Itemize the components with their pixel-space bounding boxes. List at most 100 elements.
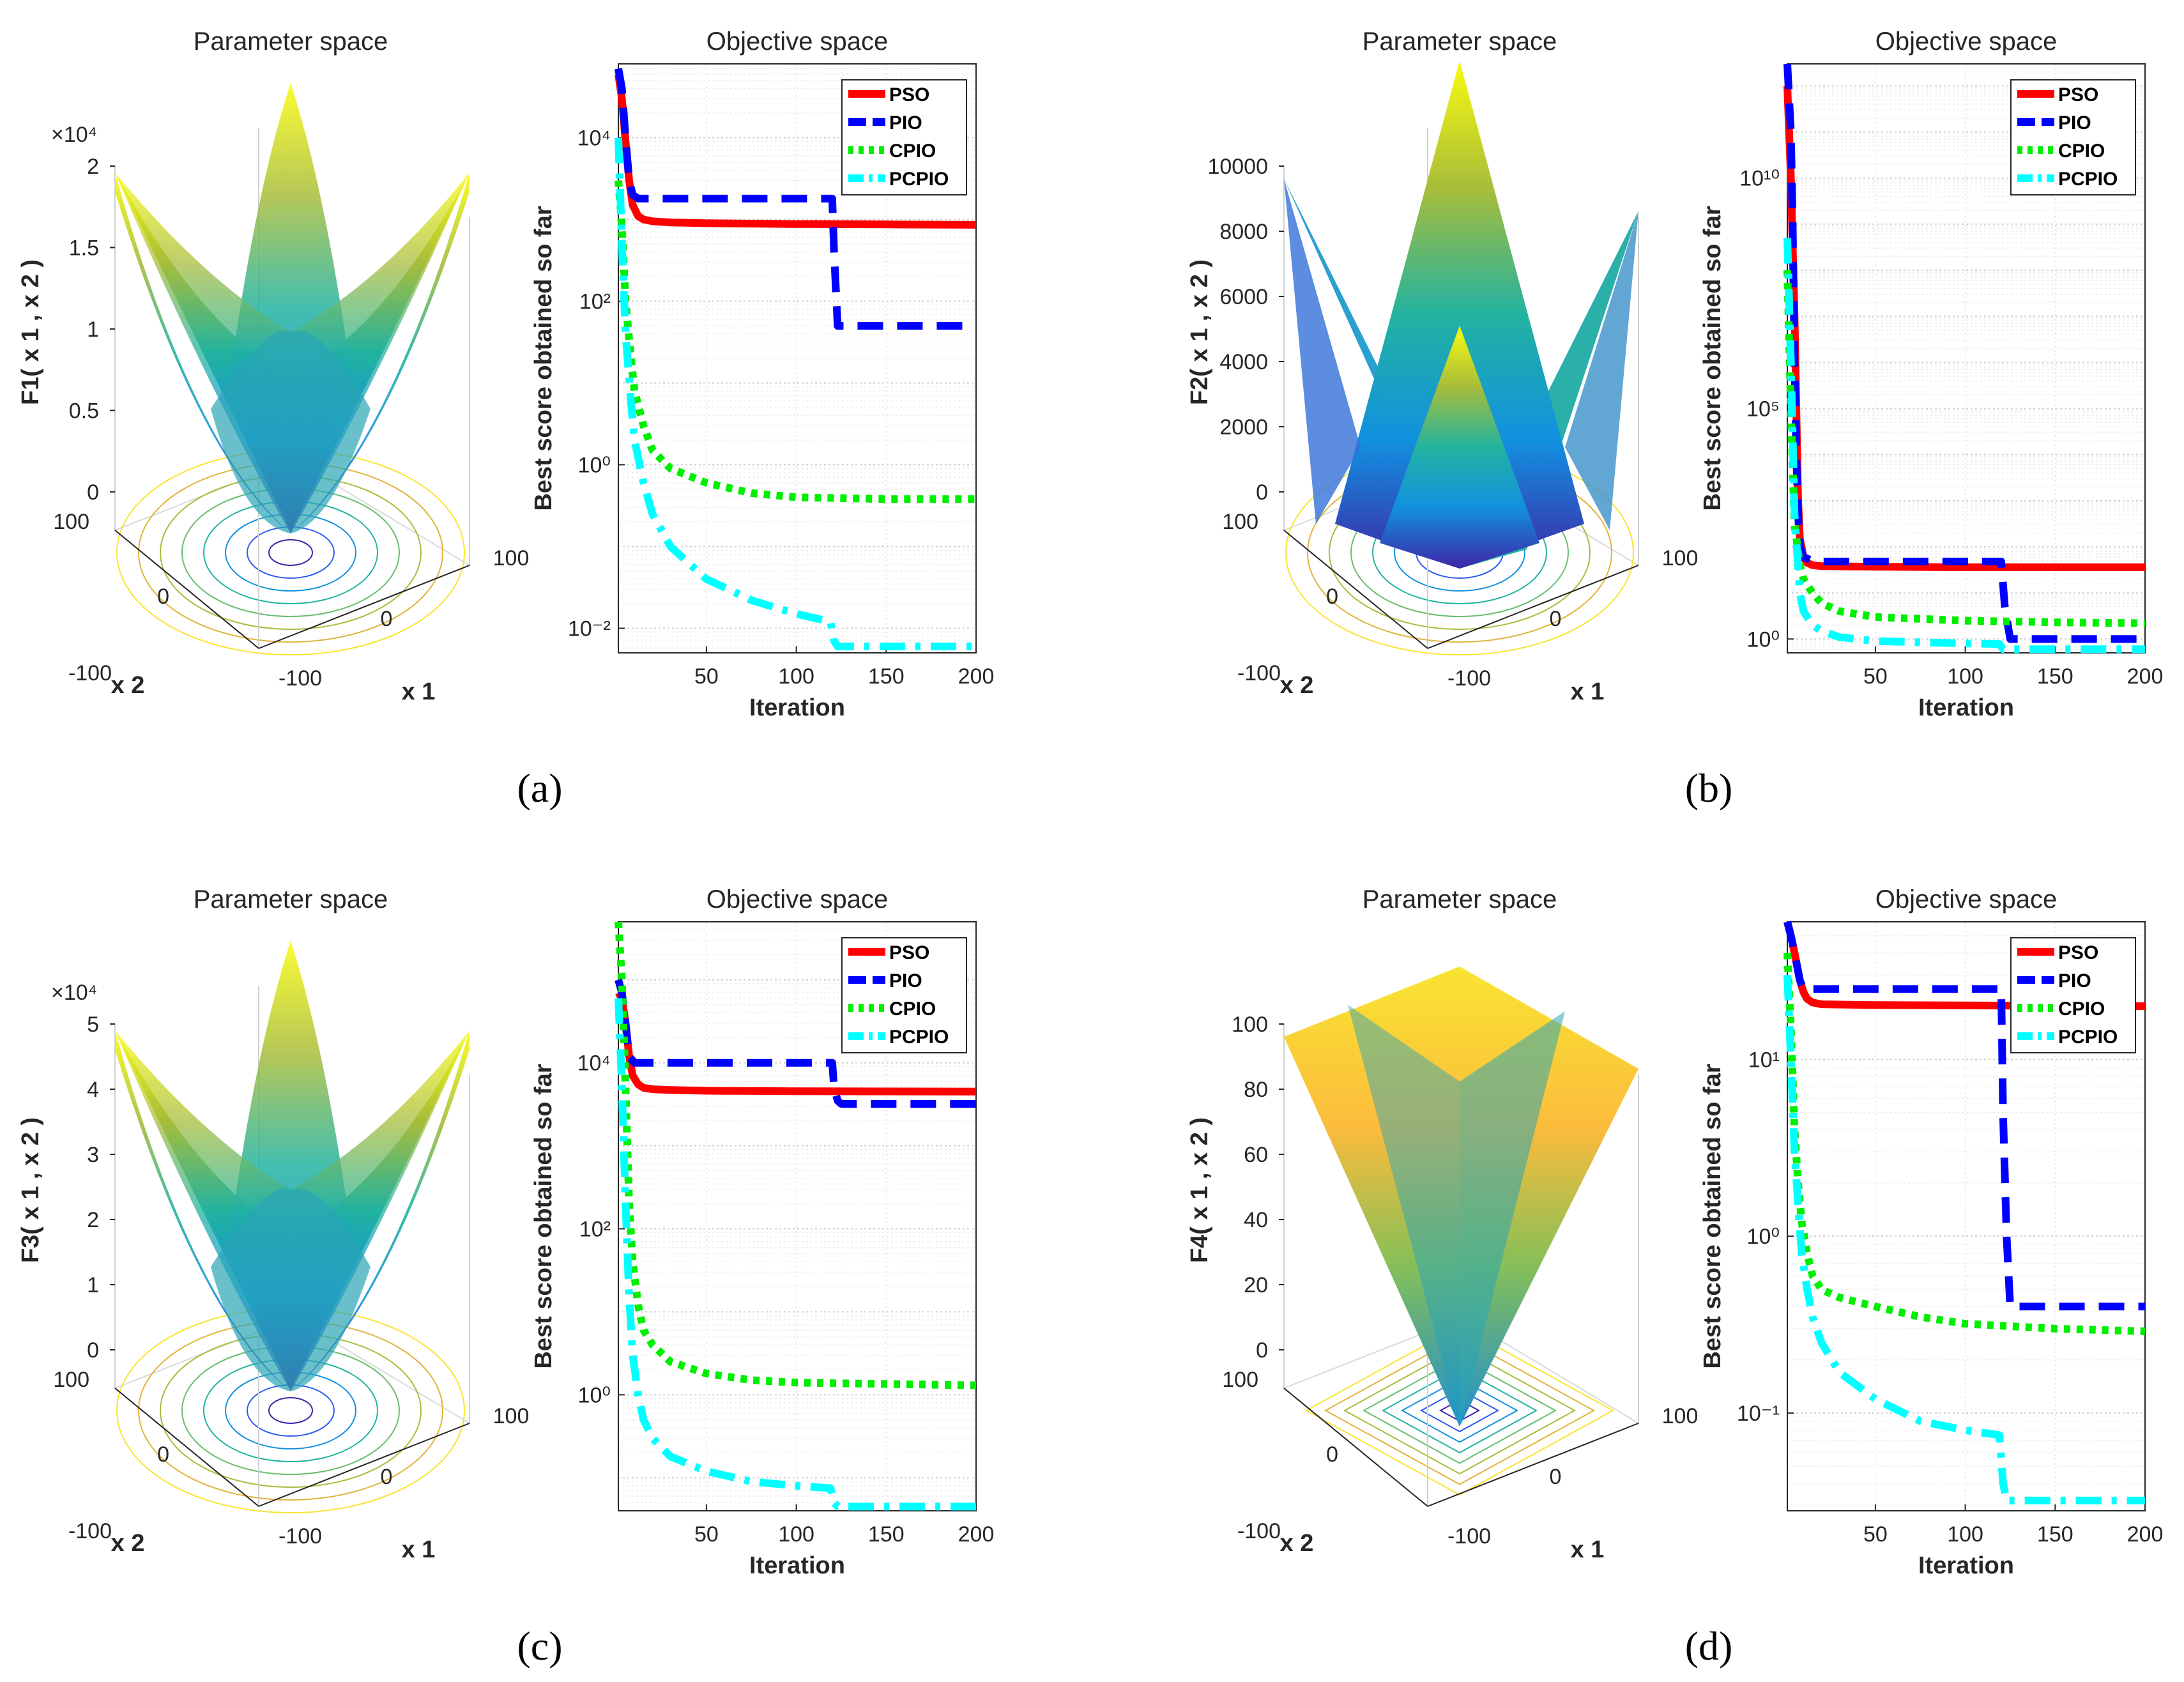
z-tick-label: 8000	[1219, 220, 1268, 244]
x2-tick-label: 100	[1222, 510, 1258, 534]
contour-line	[1304, 1325, 1615, 1496]
x-tick-label: 100	[778, 1522, 814, 1547]
x-tick-label: 200	[2127, 1522, 2164, 1547]
legend-label: PCPIO	[2058, 169, 2118, 190]
legend-label: PSO	[889, 84, 929, 105]
x2-tick-label: 100	[53, 510, 89, 534]
chart-title: Objective space	[706, 27, 889, 56]
y-tick-label: 10⁰	[1747, 1225, 1780, 1249]
panel-a: Parameter space 0 0.5 1 1.5 2 ×10⁴ F1( x 1 , x …	[17, 27, 994, 811]
y-axis-label: Best score obtained so far	[1699, 1064, 1726, 1368]
y-tick-label: 10⁰	[1747, 627, 1780, 652]
surface-face	[1348, 1005, 1460, 1426]
series-line-pcpio	[1783, 975, 2145, 1504]
y-tick-label: 10⁰	[578, 1383, 611, 1407]
z-axis-label: F1( x 1 , x 2 )	[17, 259, 44, 405]
legend-label: CPIO	[889, 141, 936, 162]
z-tick-label: 4000	[1219, 350, 1268, 374]
objective-space-chart: Objective space 50 100 150 200 Iteration 10⁰ 10…	[530, 885, 994, 1579]
x2-axis	[1283, 1388, 1428, 1507]
y-axis-label: Best score obtained so far	[530, 206, 557, 510]
y-axis-label: Best score obtained so far	[530, 1064, 557, 1368]
x2-tick-label: 100	[1222, 1368, 1258, 1392]
x-tick-label: 150	[868, 1522, 905, 1547]
y-axis-label: Best score obtained so far	[1699, 206, 1726, 510]
x2-tick-label: 100	[53, 1368, 89, 1392]
param-title: Parameter space	[194, 27, 388, 56]
x1-tick-label: 100	[1662, 1404, 1699, 1428]
legend: PSO PIO CPIO PCPIO	[2010, 937, 2136, 1053]
x-axis-label: Iteration	[1918, 1552, 2014, 1579]
legend-label: PCPIO	[889, 1027, 949, 1048]
x-tick-label: 200	[2127, 664, 2164, 689]
legend-label: PSO	[2058, 942, 2098, 963]
series-line-pcpio	[615, 137, 976, 650]
x-tick-label: 150	[2037, 1522, 2073, 1547]
y-tick-label: 10⁻¹	[1737, 1402, 1780, 1426]
contour-line	[1324, 1336, 1596, 1485]
z-tick-label: 1	[87, 317, 99, 342]
surface	[1284, 967, 1638, 1426]
x1-tick-label: -100	[1447, 666, 1491, 691]
plot-area	[1787, 921, 2146, 1511]
x2-tick-label: -100	[68, 1519, 112, 1543]
surface-face	[1380, 326, 1539, 569]
legend-label: PCPIO	[889, 169, 949, 190]
x1-axis	[258, 1423, 470, 1507]
panel-caption: (d)	[1685, 1623, 1733, 1669]
x-tick-label: 150	[868, 664, 905, 689]
grid	[618, 921, 977, 1511]
x1-tick-label: -100	[279, 1524, 322, 1548]
x1-axis-label: x 1	[402, 678, 436, 705]
y-tick-label: 10⁵	[1746, 397, 1780, 422]
legend-label: PIO	[889, 112, 922, 134]
x-tick-label: 200	[958, 664, 995, 689]
z-tick-label: 6000	[1219, 285, 1268, 309]
y-tick-label: 10⁰	[578, 454, 611, 478]
x-tick-label: 50	[1863, 664, 1888, 689]
legend-label: CPIO	[2058, 998, 2105, 1020]
z-tick-label: 2	[87, 1208, 99, 1232]
surface	[1284, 61, 1638, 569]
z-tick-label: 100	[1232, 1013, 1268, 1037]
chart-title: Objective space	[1875, 885, 2058, 914]
x-axis-label: Iteration	[749, 1552, 845, 1579]
series-line-pio	[615, 979, 976, 1108]
objective-space-chart: Objective space 50 100 150 200 Iteration 10⁻² 1…	[530, 27, 994, 721]
z-tick-label: 60	[1244, 1143, 1268, 1167]
series-line-pso	[615, 73, 977, 229]
z-axis-label: F2( x 1 , x 2 )	[1186, 259, 1213, 405]
chart-title: Objective space	[1875, 27, 2058, 56]
plot-area	[618, 921, 977, 1511]
z-axis-label: F4( x 1 , x 2 )	[1186, 1117, 1213, 1263]
legend-label: PSO	[889, 942, 929, 963]
x1-axis-label: x 1	[1571, 1536, 1605, 1563]
x1-tick-label: 100	[1662, 546, 1699, 570]
x2-tick-label: 0	[157, 585, 169, 609]
x1-tick-label: 0	[381, 1465, 393, 1489]
series-line-pcpio	[615, 998, 976, 1511]
y-tick-label: 10¹⁰	[1739, 167, 1780, 191]
x1-axis	[1427, 1423, 1639, 1507]
z-axis-label: F3( x 1 , x 2 )	[17, 1117, 44, 1263]
contour-line	[268, 1397, 313, 1424]
x2-tick-label: 0	[1326, 1442, 1338, 1467]
series-group	[615, 68, 977, 650]
y-tick-label: 10²	[579, 290, 611, 314]
legend-label: PCPIO	[2058, 1027, 2118, 1048]
x-tick-label: 100	[1947, 664, 1983, 689]
surface-face	[1565, 211, 1638, 530]
z-tick-label: 0	[1256, 1338, 1268, 1363]
series-line-pcpio	[1783, 238, 2145, 654]
series-group	[1783, 63, 2146, 654]
surface	[115, 83, 470, 533]
parameter-space-plot: Parameter space 0 1 2 3 4 5 ×10⁴ F3( x 1 , x 2 )…	[17, 885, 529, 1563]
contour-line	[268, 539, 313, 566]
x2-axis-label: x 2	[111, 672, 145, 699]
panel-caption: (c)	[517, 1623, 562, 1669]
x2-tick-label: -100	[1237, 1519, 1281, 1543]
x-tick-label: 150	[2037, 664, 2073, 689]
x-tick-label: 100	[1947, 1522, 1983, 1547]
series-line-pso	[1783, 921, 2146, 1011]
x1-tick-label: -100	[279, 666, 322, 691]
